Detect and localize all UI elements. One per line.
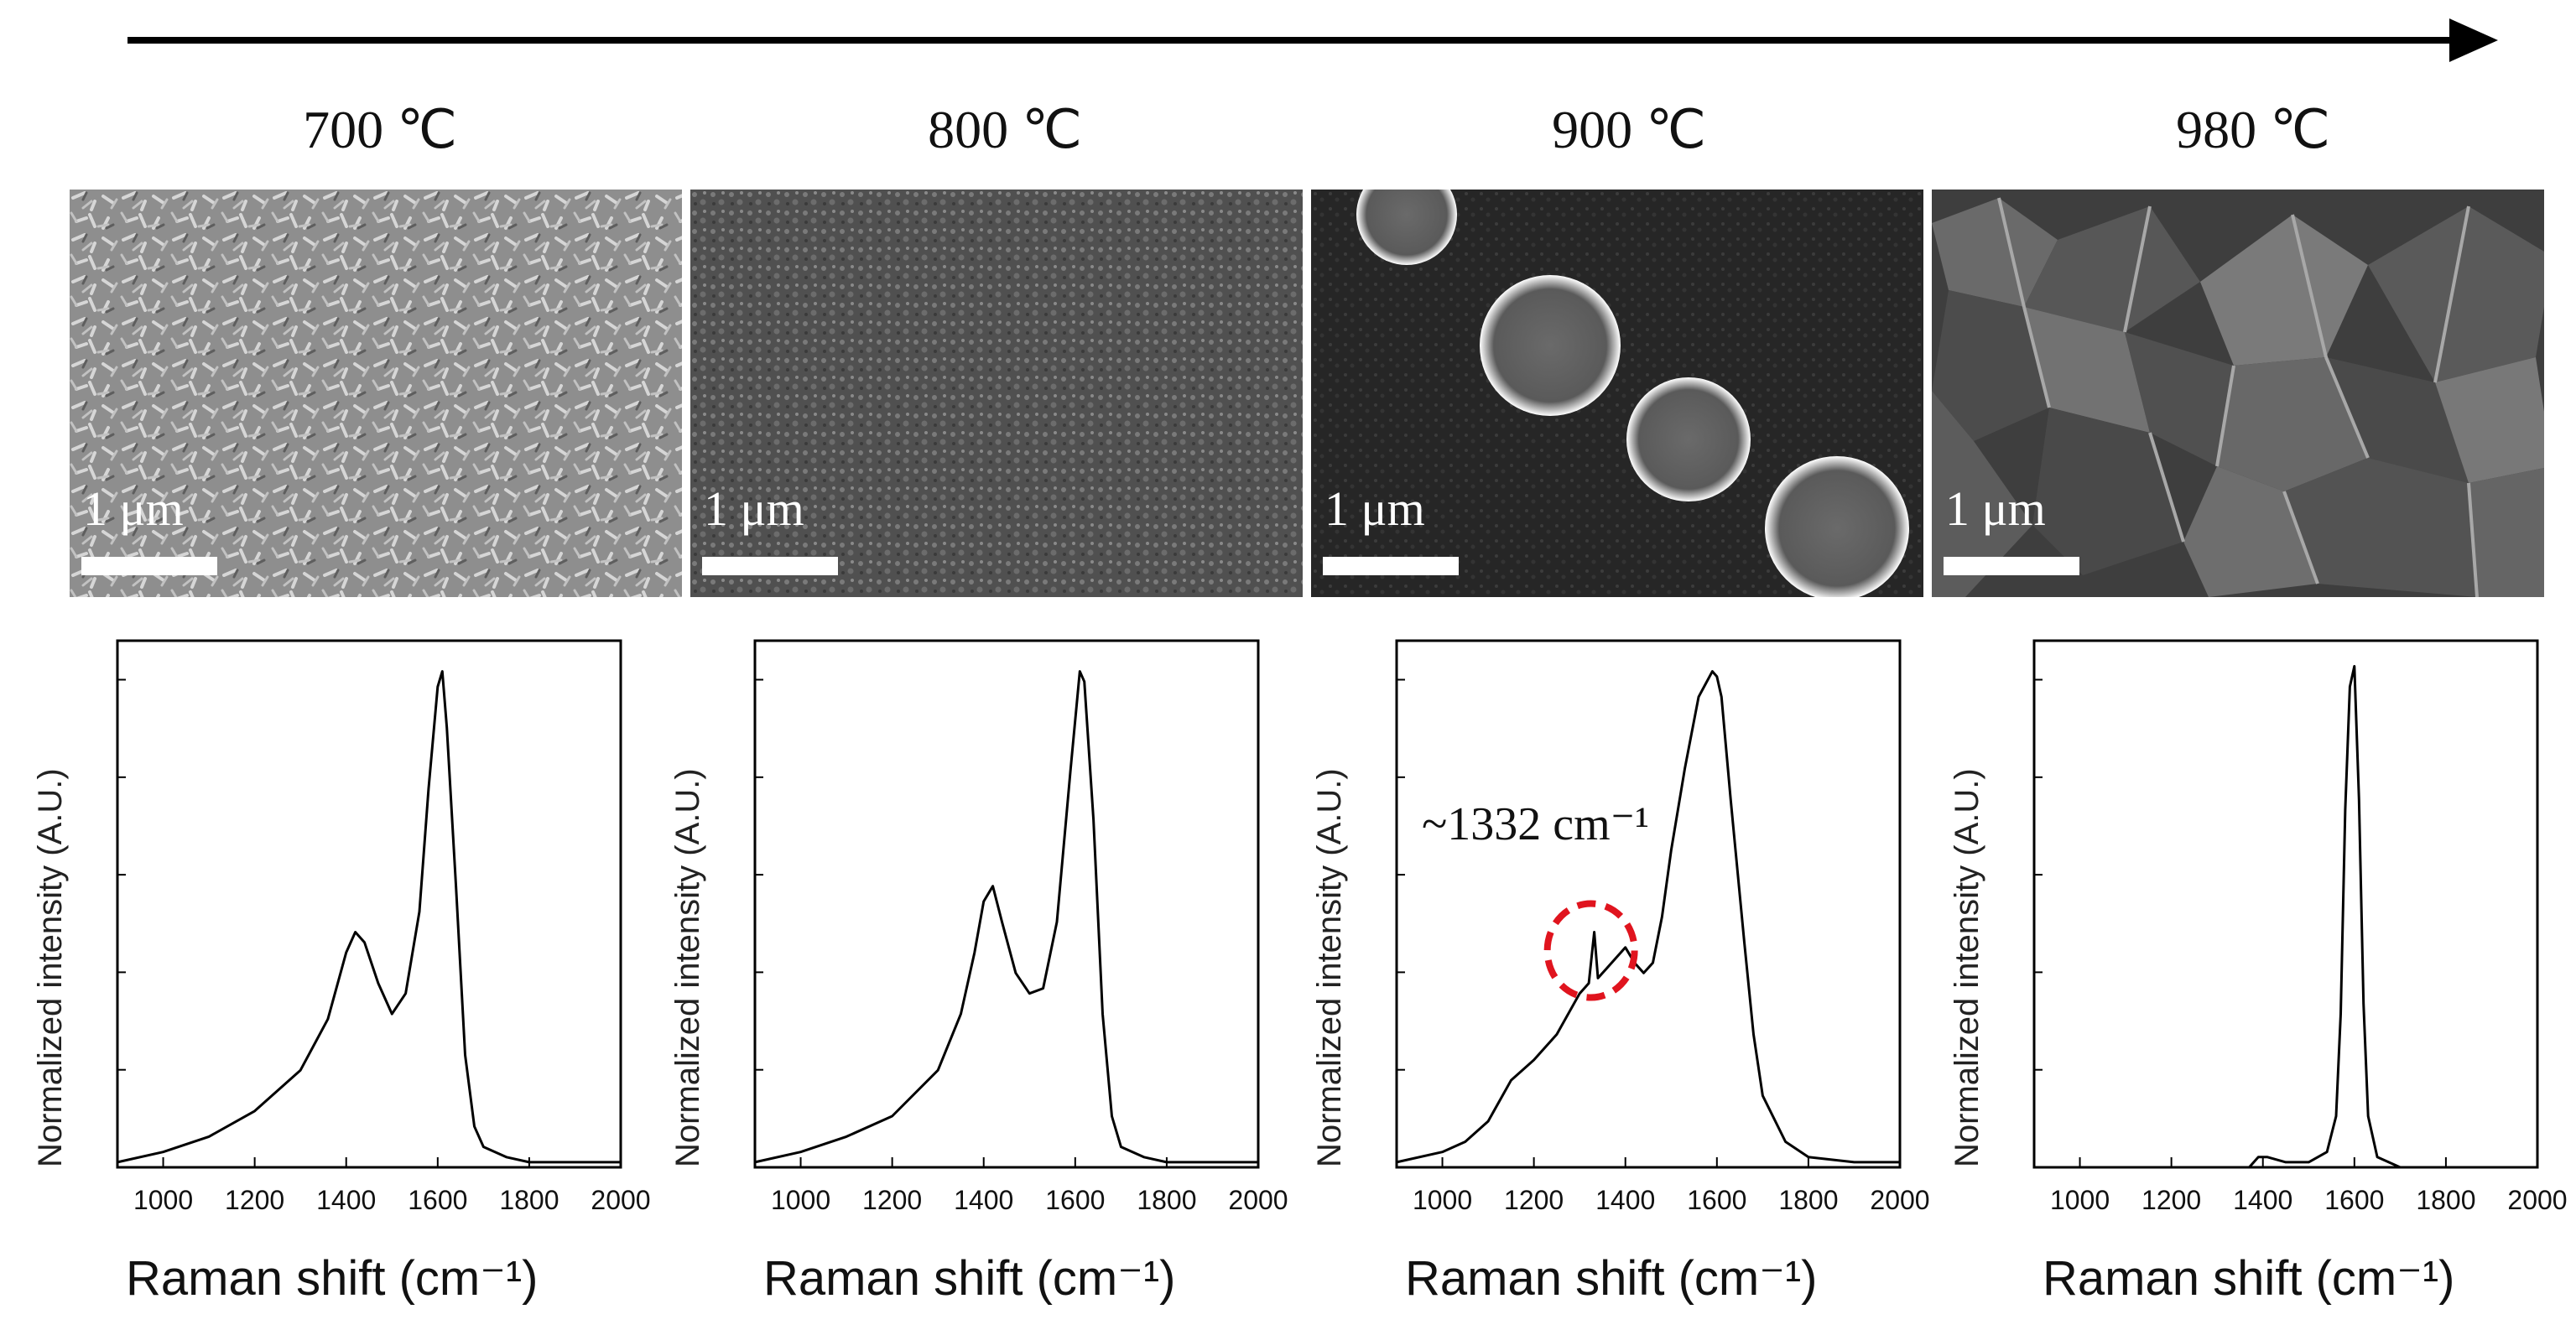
- particle: [1626, 377, 1751, 501]
- temperature-label-980: 980 ℃: [2176, 100, 2330, 159]
- x-tick-label: 2000: [2507, 1185, 2567, 1215]
- x-tick-label: 1000: [1413, 1185, 1472, 1215]
- x-tick-label: 1000: [771, 1185, 830, 1215]
- sem-image-700: 1 μm: [70, 190, 682, 597]
- scale-bar-label: 1 μm: [704, 481, 804, 536]
- temperature-progression-arrow: [127, 18, 2498, 62]
- x-tick-label: 1600: [408, 1185, 467, 1215]
- x-tick-label: 1400: [1595, 1185, 1655, 1215]
- spectrum-line: [754, 670, 1258, 1164]
- scale-bar-label: 1 μm: [1945, 481, 2046, 536]
- x-tick-label: 2000: [591, 1185, 650, 1215]
- x-tick-label: 1800: [2416, 1185, 2475, 1215]
- x-tick-label: 1200: [862, 1185, 922, 1215]
- sem-image-980: 1 μm: [1932, 190, 2544, 597]
- x-tick-label: 1200: [225, 1185, 284, 1215]
- x-tick-label: 1800: [1778, 1185, 1838, 1215]
- spectrum-line: [1396, 670, 1900, 1164]
- particle: [1356, 190, 1457, 265]
- temperature-label-800: 800 ℃: [928, 100, 1082, 159]
- scale-bar-label: 1 μm: [1324, 481, 1425, 536]
- sem-image-900: 1 μm: [1311, 190, 1923, 597]
- y-axis-label: Normalized intensity (A.U.): [1311, 768, 1348, 1167]
- x-axis-label: Raman shift (cm⁻¹): [126, 1251, 539, 1306]
- scale-bar: [1323, 557, 1459, 575]
- scale-bar: [1944, 557, 2079, 575]
- y-axis-label: Normalized intensity (A.U.): [32, 768, 69, 1167]
- raman-spectrum-chart: 1000 1200 1400 1600 1800 2000: [1395, 639, 1930, 1215]
- x-tick-label: 1400: [954, 1185, 1013, 1215]
- raman-plot-900: 1000 1200 1400 1600 1800 2000 Normalized inten…: [1296, 621, 1933, 1330]
- particle: [1480, 275, 1621, 416]
- x-tick-label: 1400: [316, 1185, 376, 1215]
- x-tick-label: 1200: [2141, 1185, 2201, 1215]
- plot-frame: [2032, 639, 2539, 1169]
- scale-bar: [81, 557, 217, 575]
- plot-frame: [1395, 639, 1902, 1169]
- plot-frame: [116, 639, 622, 1169]
- raman-plot-800: 1000 1200 1400 1600 1800 2000 Normalized inten…: [654, 621, 1292, 1330]
- x-tick-label: 1000: [133, 1185, 193, 1215]
- spectrum-line: [2034, 665, 2537, 1169]
- x-tick-label: 1600: [1045, 1185, 1105, 1215]
- raman-plot-980: 1000 1200 1400 1600 1800 2000 Normalized inten…: [1933, 621, 2571, 1330]
- temperature-label-900: 900 ℃: [1552, 100, 1706, 159]
- raman-spectrum-chart: 1000 1200 1400 1600 1800 2000: [753, 639, 1288, 1215]
- peak-annotation: ~1332 cm⁻¹: [1422, 798, 1650, 850]
- plot-frame: [753, 639, 1260, 1169]
- raman-spectrum-chart: 1000 1200 1400 1600 1800 2000: [2032, 639, 2568, 1215]
- y-axis-label: Normalized intensity (A.U.): [669, 768, 706, 1167]
- x-tick-label: 1600: [1687, 1185, 1746, 1215]
- x-tick-label: 1800: [499, 1185, 559, 1215]
- x-tick-label: 1200: [1504, 1185, 1564, 1215]
- scale-bar-label: 1 μm: [83, 481, 184, 536]
- x-tick-label: 2000: [1870, 1185, 1929, 1215]
- sem-image-800: 1 μm: [690, 190, 1303, 597]
- temperature-label-700: 700 ℃: [303, 100, 457, 159]
- x-tick-label: 2000: [1228, 1185, 1288, 1215]
- x-tick-label: 1800: [1137, 1185, 1196, 1215]
- x-tick-label: 1000: [2050, 1185, 2110, 1215]
- raman-spectrum-chart: 1000 1200 1400 1600 1800 2000: [116, 639, 651, 1215]
- x-axis-label: Raman shift (cm⁻¹): [2043, 1251, 2455, 1306]
- particle: [1765, 456, 1909, 597]
- x-tick-label: 1400: [2233, 1185, 2292, 1215]
- x-axis-label: Raman shift (cm⁻¹): [763, 1251, 1176, 1306]
- scale-bar: [702, 557, 838, 575]
- x-tick-label: 1600: [2324, 1185, 2384, 1215]
- spectrum-line: [117, 670, 621, 1164]
- raman-plot-700: 1000 1200 1400 1600 1800 2000 Normalized inten…: [17, 621, 654, 1330]
- y-axis-label: Normalized intensity (A.U.): [1949, 768, 1985, 1167]
- x-axis-label: Raman shift (cm⁻¹): [1405, 1251, 1818, 1306]
